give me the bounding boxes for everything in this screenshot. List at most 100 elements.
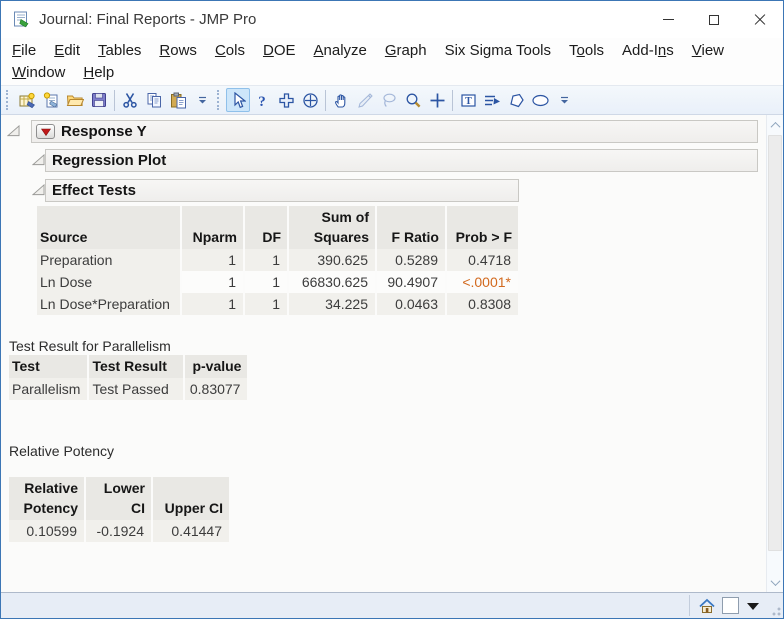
- column-header-df: DF: [245, 206, 289, 249]
- menu-row-1: File Edit Tables Rows Cols DOE Analyze Graph Six…: [3, 39, 781, 61]
- menu-view[interactable]: View: [691, 41, 724, 59]
- svg-text:T: T: [465, 96, 472, 107]
- parallelism-heading: Test Result for Parallelism: [9, 338, 171, 354]
- red-triangle-menu-button[interactable]: [36, 124, 55, 139]
- open-file-icon: [66, 92, 84, 109]
- oval-tool-icon: [531, 92, 550, 109]
- table-row: Ln Dose 1 1 66830.625 90.4907 <.0001*: [37, 271, 518, 293]
- close-button[interactable]: [737, 1, 783, 38]
- cell: -0.1924: [86, 520, 153, 542]
- menu-row-2: Window Help: [3, 61, 781, 83]
- polygon-tool-button[interactable]: [504, 88, 528, 112]
- oval-tool-button[interactable]: [528, 88, 552, 112]
- svg-text:?: ?: [258, 94, 266, 109]
- menu-analyze[interactable]: Analyze: [313, 41, 367, 59]
- parallelism-table: Test Test Result p-value Parallelism Test Pa…: [9, 355, 248, 400]
- column-header-test-result: Test Result: [89, 355, 186, 378]
- disclosure-triangle-effect-tests[interactable]: [32, 184, 45, 196]
- window-title: Journal: Final Reports - JMP Pro: [39, 11, 257, 28]
- cell: Preparation: [37, 249, 182, 271]
- menu-tools[interactable]: Tools: [569, 41, 605, 59]
- crosshair-tool-button[interactable]: [425, 88, 449, 112]
- arrow-tool-button[interactable]: [226, 88, 250, 112]
- menu-graph[interactable]: Graph: [384, 41, 427, 59]
- column-header-f-ratio: F Ratio: [377, 206, 447, 249]
- copy-button[interactable]: [142, 88, 166, 112]
- new-window-button[interactable]: [39, 88, 63, 112]
- window-box-icon[interactable]: [722, 597, 739, 614]
- menu-help[interactable]: Help: [83, 63, 115, 81]
- outline-label-regression-plot: Regression Plot: [52, 152, 167, 169]
- toolbar-grip[interactable]: [6, 90, 11, 110]
- table-row: Preparation 1 1 390.625 0.5289 0.4718: [37, 249, 518, 271]
- vertical-scrollbar[interactable]: [766, 115, 783, 592]
- save-button[interactable]: [87, 88, 111, 112]
- window-menu-triangle-icon[interactable]: [747, 603, 759, 610]
- paste-button[interactable]: [166, 88, 190, 112]
- cell: 1: [245, 249, 289, 271]
- selection-tool-icon: [278, 92, 295, 109]
- cell: 66830.625: [289, 271, 377, 293]
- relative-potency-table: Relative Potency Lower CI Upper CI 0.10599-…: [9, 477, 229, 542]
- cell: Parallelism: [9, 378, 90, 400]
- menu-window[interactable]: Window: [12, 63, 66, 81]
- disclosure-triangle-response[interactable]: [7, 125, 20, 137]
- status-separator: [689, 595, 690, 616]
- lasso-tool-button[interactable]: [377, 88, 401, 112]
- home-icon[interactable]: [698, 597, 716, 615]
- overflow-chevron-icon: [197, 94, 208, 106]
- maximize-button[interactable]: [691, 1, 737, 38]
- scroller-tool-button[interactable]: [298, 88, 322, 112]
- table-row: Parallelism Test Passed 0.83077: [9, 378, 248, 400]
- open-file-button[interactable]: [63, 88, 87, 112]
- crosshair-tool-icon: [429, 92, 446, 109]
- column-header-nparm: Nparm: [182, 206, 245, 249]
- cell: 0.0463: [377, 293, 447, 315]
- menu-cols[interactable]: Cols: [214, 41, 245, 59]
- magnifier-tool-button[interactable]: [401, 88, 425, 112]
- minimize-button[interactable]: [645, 1, 691, 38]
- new-journal-button[interactable]: [15, 88, 39, 112]
- outline-header-response-y[interactable]: Response Y: [31, 120, 758, 143]
- chevron-up-icon: [770, 121, 780, 132]
- cell: 34.225: [289, 293, 377, 315]
- outline-header-effect-tests[interactable]: Effect Tests: [45, 179, 519, 202]
- column-header-source: Source: [37, 206, 182, 249]
- magnifier-tool-icon: [405, 92, 422, 109]
- overflow-chevron-button[interactable]: [190, 88, 214, 112]
- scrollbar-thumb[interactable]: [768, 135, 782, 551]
- lasso-tool-icon: [381, 92, 398, 109]
- save-icon: [91, 92, 107, 108]
- table-row: 0.10599 -0.1924 0.41447: [9, 520, 229, 542]
- resize-grip[interactable]: [769, 604, 781, 616]
- column-header-sum-of-squares: Sum of Squares: [289, 206, 377, 249]
- column-header-test: Test: [9, 355, 90, 378]
- grabber-tool-button[interactable]: [329, 88, 353, 112]
- annotate-tool-button[interactable]: T: [456, 88, 480, 112]
- cell: 0.5289: [377, 249, 447, 271]
- copy-icon: [146, 92, 163, 109]
- toolbar-grip[interactable]: [217, 90, 222, 110]
- scroll-up-button[interactable]: [767, 117, 783, 133]
- cell: 1: [182, 293, 245, 315]
- help-tool-button[interactable]: ?: [250, 88, 274, 112]
- status-bar: [1, 592, 783, 618]
- menu-tables[interactable]: Tables: [98, 41, 142, 59]
- cell: 1: [182, 271, 245, 293]
- menu-edit[interactable]: Edit: [54, 41, 81, 59]
- menu-rows[interactable]: Rows: [159, 41, 197, 59]
- overflow-chevron-button[interactable]: [552, 88, 576, 112]
- menu-six-sigma-tools[interactable]: Six Sigma Tools: [444, 41, 552, 59]
- help-tool-icon: ?: [255, 92, 269, 109]
- menu-doe[interactable]: DOE: [262, 41, 296, 59]
- selection-tool-button[interactable]: [274, 88, 298, 112]
- outline-header-regression-plot[interactable]: Regression Plot: [45, 149, 758, 172]
- menu-file[interactable]: File: [12, 41, 37, 59]
- line-tool-button[interactable]: [480, 88, 504, 112]
- red-triangle-icon: [40, 128, 51, 136]
- scroll-down-button[interactable]: [767, 574, 783, 590]
- disclosure-triangle-regression[interactable]: [32, 154, 45, 166]
- cut-button[interactable]: [118, 88, 142, 112]
- menu-add-ins[interactable]: Add-Ins: [622, 41, 674, 59]
- brush-tool-button[interactable]: [353, 88, 377, 112]
